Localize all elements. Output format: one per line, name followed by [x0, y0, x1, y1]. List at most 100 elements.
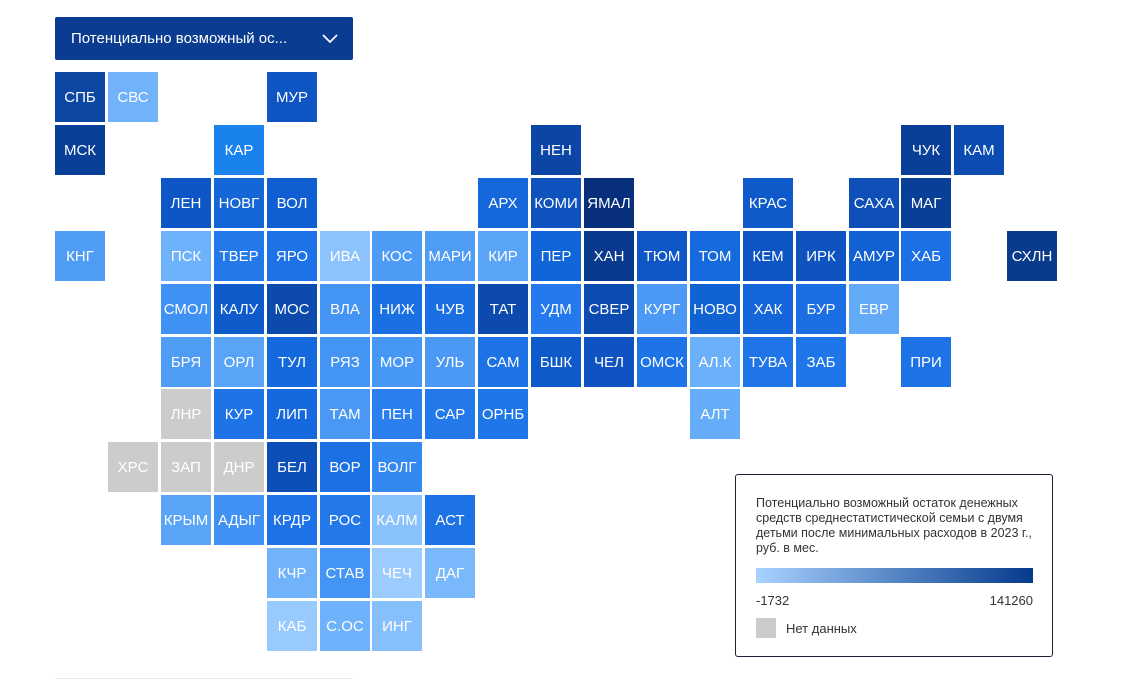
region-tile-22[interactable]: ИВА [320, 231, 370, 281]
region-tile-88[interactable]: С.ОС [320, 601, 370, 651]
region-tile-16[interactable]: САХА [849, 178, 899, 228]
region-tile-79[interactable]: КРДР [267, 495, 317, 545]
region-tile-84[interactable]: СТАВ [320, 548, 370, 598]
region-tile-74[interactable]: БЕЛ [267, 442, 317, 492]
region-tile-47[interactable]: БУР [796, 284, 846, 334]
region-tile-86[interactable]: ДАГ [425, 548, 475, 598]
legend: Потенциально возможный остаток денежных … [735, 474, 1053, 657]
no-data-label: Нет данных [786, 621, 857, 636]
region-tile-55[interactable]: САМ [478, 337, 528, 387]
region-tile-76[interactable]: ВОЛГ [372, 442, 422, 492]
region-tile-57[interactable]: ЧЕЛ [584, 337, 634, 387]
region-tile-44[interactable]: КУРГ [637, 284, 687, 334]
region-tile-20[interactable]: ТВЕР [214, 231, 264, 281]
region-tile-80[interactable]: РОС [320, 495, 370, 545]
region-tile-68[interactable]: САР [425, 389, 475, 439]
region-tile-21[interactable]: ЯРО [267, 231, 317, 281]
region-tile-24[interactable]: МАРИ [425, 231, 475, 281]
region-tile-40[interactable]: ЧУВ [425, 284, 475, 334]
region-tile-37[interactable]: МОС [267, 284, 317, 334]
region-tile-26[interactable]: ПЕР [531, 231, 581, 281]
region-tile-42[interactable]: УДМ [531, 284, 581, 334]
legend-title: Потенциально возможный остаток денежных … [756, 496, 1032, 555]
region-tile-29[interactable]: ТОМ [690, 231, 740, 281]
region-tile-60[interactable]: ТУВА [743, 337, 793, 387]
legend-min-value: -1732 [756, 593, 790, 608]
region-tile-7[interactable]: ЧУК [901, 125, 951, 175]
region-tile-63[interactable]: ЛНР [161, 389, 211, 439]
region-tile-41[interactable]: ТАТ [478, 284, 528, 334]
region-tile-54[interactable]: УЛЬ [425, 337, 475, 387]
region-tile-89[interactable]: ИНГ [372, 601, 422, 651]
indicator-dropdown[interactable]: Потенциально возможный ос... [55, 17, 353, 60]
region-tile-45[interactable]: НОВО [690, 284, 740, 334]
region-tile-87[interactable]: КАБ [267, 601, 317, 651]
region-tile-77[interactable]: КРЫМ [161, 495, 211, 545]
region-tile-6[interactable]: НЕН [531, 125, 581, 175]
region-tile-75[interactable]: ВОР [320, 442, 370, 492]
region-tile-2[interactable]: СВС [108, 72, 158, 122]
region-tile-14[interactable]: ЯМАЛ [584, 178, 634, 228]
region-tile-11[interactable]: ВОЛ [267, 178, 317, 228]
region-tile-67[interactable]: ПЕН [372, 389, 422, 439]
region-tile-25[interactable]: КИР [478, 231, 528, 281]
region-tile-8[interactable]: КАМ [954, 125, 1004, 175]
region-tile-72[interactable]: ЗАП [161, 442, 211, 492]
region-tile-31[interactable]: ИРК [796, 231, 846, 281]
region-tile-49[interactable]: БРЯ [161, 337, 211, 387]
region-tile-5[interactable]: КАР [214, 125, 264, 175]
region-tile-69[interactable]: ОРНБ [478, 389, 528, 439]
region-tile-13[interactable]: КОМИ [531, 178, 581, 228]
region-tile-56[interactable]: БШК [531, 337, 581, 387]
region-tile-36[interactable]: КАЛУ [214, 284, 264, 334]
region-tile-46[interactable]: ХАК [743, 284, 793, 334]
region-tile-43[interactable]: СВЕР [584, 284, 634, 334]
region-tile-32[interactable]: АМУР [849, 231, 899, 281]
region-tile-33[interactable]: ХАБ [901, 231, 951, 281]
region-tile-38[interactable]: ВЛА [320, 284, 370, 334]
bottom-divider [55, 678, 353, 683]
region-tile-58[interactable]: ОМСК [637, 337, 687, 387]
region-tile-15[interactable]: КРАС [743, 178, 793, 228]
region-tile-62[interactable]: ПРИ [901, 337, 951, 387]
region-tile-66[interactable]: ТАМ [320, 389, 370, 439]
region-tile-39[interactable]: НИЖ [372, 284, 422, 334]
region-tile-85[interactable]: ЧЕЧ [372, 548, 422, 598]
no-data-swatch [756, 618, 776, 638]
region-tile-30[interactable]: КЕМ [743, 231, 793, 281]
region-tile-9[interactable]: ЛЕН [161, 178, 211, 228]
region-tile-61[interactable]: ЗАБ [796, 337, 846, 387]
region-tile-59[interactable]: АЛ.К [690, 337, 740, 387]
region-tile-53[interactable]: МОР [372, 337, 422, 387]
region-tile-51[interactable]: ТУЛ [267, 337, 317, 387]
region-tile-3[interactable]: МУР [267, 72, 317, 122]
legend-gradient-bar [756, 568, 1033, 583]
region-tile-28[interactable]: ТЮМ [637, 231, 687, 281]
region-tile-50[interactable]: ОРЛ [214, 337, 264, 387]
region-tile-27[interactable]: ХАН [584, 231, 634, 281]
region-tile-23[interactable]: КОС [372, 231, 422, 281]
region-tile-81[interactable]: КАЛМ [372, 495, 422, 545]
chevron-down-icon [322, 33, 338, 43]
region-tile-73[interactable]: ДНР [214, 442, 264, 492]
indicator-dropdown-label: Потенциально возможный ос... [71, 30, 288, 47]
legend-max-value: 141260 [989, 593, 1033, 608]
region-tile-65[interactable]: ЛИП [267, 389, 317, 439]
region-tile-70[interactable]: АЛТ [690, 389, 740, 439]
region-tile-17[interactable]: МАГ [901, 178, 951, 228]
region-tile-52[interactable]: РЯЗ [320, 337, 370, 387]
region-tile-19[interactable]: ПСК [161, 231, 211, 281]
region-tile-12[interactable]: АРХ [478, 178, 528, 228]
region-tile-4[interactable]: МСК [55, 125, 105, 175]
region-tile-78[interactable]: АДЫГ [214, 495, 264, 545]
region-tile-83[interactable]: КЧР [267, 548, 317, 598]
region-tile-10[interactable]: НОВГ [214, 178, 264, 228]
region-tile-48[interactable]: ЕВР [849, 284, 899, 334]
region-tile-35[interactable]: СМОЛ [161, 284, 211, 334]
region-tile-18[interactable]: КНГ [55, 231, 105, 281]
region-tile-64[interactable]: КУР [214, 389, 264, 439]
region-tile-34[interactable]: СХЛН [1007, 231, 1057, 281]
region-tile-1[interactable]: СПБ [55, 72, 105, 122]
region-tile-82[interactable]: АСТ [425, 495, 475, 545]
region-tile-71[interactable]: ХРС [108, 442, 158, 492]
